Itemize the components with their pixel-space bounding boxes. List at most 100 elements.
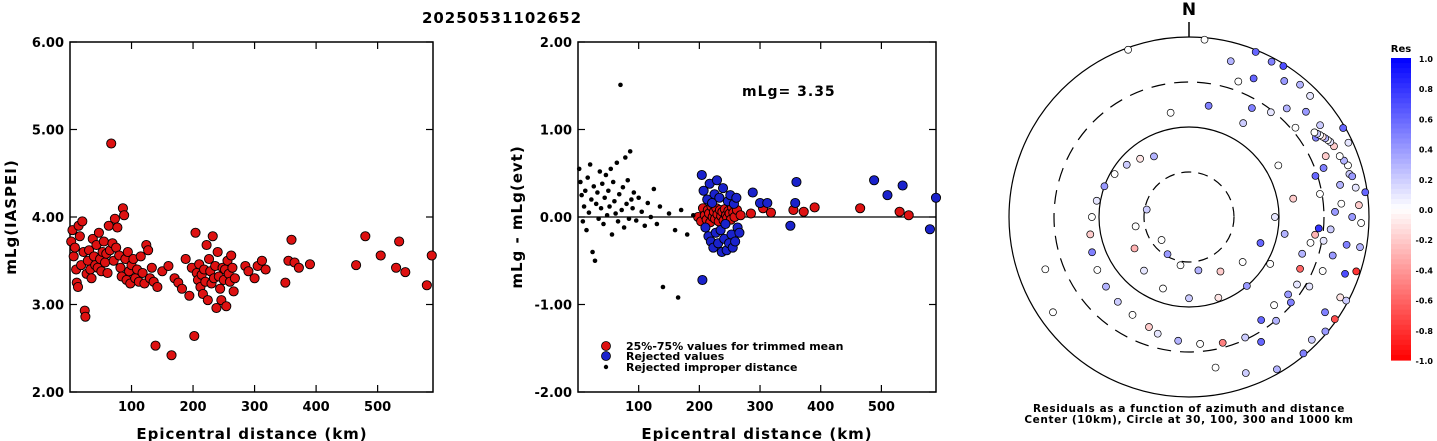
- data-point-improper: [657, 204, 663, 209]
- data-point-trimmed: [351, 260, 362, 271]
- data-point-improper: [675, 295, 681, 300]
- data-point-improper: [626, 216, 632, 222]
- colorbar-cell: [1391, 349, 1411, 356]
- colorbar-cell: [1391, 78, 1411, 84]
- data-point-improper: [615, 219, 621, 224]
- axis-ticks: -2.00 -1.00 0.00 1.00 2.00 100 200 300 400 500: [535, 36, 936, 415]
- station-marker: [1124, 45, 1132, 54]
- colorbar-title: Res: [1391, 44, 1411, 55]
- station-marker: [1306, 238, 1315, 247]
- data-point-trimmed: [855, 203, 866, 214]
- colorbar-cell: [1391, 93, 1411, 99]
- station-marker: [1122, 160, 1131, 169]
- data-point-improper: [596, 216, 601, 222]
- data-point-rejected: [697, 274, 708, 286]
- station-marker: [1088, 248, 1096, 257]
- data-point-rejected: [897, 180, 908, 191]
- data-point-improper: [621, 225, 627, 230]
- data-point-improper: [610, 179, 616, 185]
- colorbar-cell: [1391, 319, 1411, 326]
- colorbar-cell: [1391, 158, 1411, 165]
- station-marker: [1266, 260, 1275, 268]
- data-point-rejected: [930, 192, 942, 203]
- data-point-trimmed: [163, 260, 174, 272]
- y-tick-label: 0.00: [540, 211, 572, 226]
- station-marker: [1249, 74, 1258, 83]
- x-axis-label: Epicentral distance (km): [641, 425, 872, 441]
- station-marker: [1335, 152, 1344, 160]
- colorbar-cell: [1391, 224, 1411, 230]
- colorbar-label: 0.6: [1419, 115, 1434, 124]
- data-point-trimmed: [745, 208, 756, 219]
- station-marker: [1174, 336, 1183, 345]
- station-marker: [1216, 267, 1225, 276]
- station-marker: [1274, 161, 1283, 170]
- y-tick-label: 1.00: [540, 124, 572, 139]
- colorbar-label: -0.8: [1416, 327, 1434, 336]
- colorbar-cell: [1391, 314, 1411, 321]
- station-marker: [1348, 213, 1357, 221]
- colorbar-cell: [1391, 103, 1411, 109]
- colorbar-cell: [1391, 284, 1411, 291]
- data-point-improper: [598, 205, 604, 211]
- station-marker: [1291, 123, 1300, 132]
- data-points: [66, 138, 437, 361]
- station-marker: [1041, 265, 1050, 274]
- legend-marker-trimmed: [601, 341, 611, 351]
- data-point-improper: [599, 181, 605, 187]
- y-axis-label: mLg - mLg(evt): [508, 145, 526, 288]
- data-point-improper: [591, 184, 597, 189]
- station-marker: [1257, 316, 1266, 324]
- station-marker: [1302, 107, 1310, 116]
- station-marker: [1282, 104, 1291, 113]
- colorbar-label: 0.4: [1419, 146, 1434, 155]
- colorbar-cell: [1391, 123, 1411, 130]
- colorbar-cell: [1391, 259, 1411, 265]
- figure-title: 20250531102652: [422, 9, 582, 27]
- colorbar-cell: [1391, 344, 1411, 351]
- station-marker: [1339, 124, 1348, 132]
- data-point-improper: [590, 249, 595, 255]
- data-point-improper: [585, 175, 591, 180]
- data-point-trimmed: [115, 262, 126, 273]
- station-marker: [1238, 258, 1247, 266]
- data-point-trimmed: [286, 234, 297, 245]
- colorbar-cell: [1391, 68, 1411, 74]
- legend-marker-improper: [603, 364, 609, 370]
- station-marker: [1331, 208, 1339, 216]
- station-marker: [1328, 251, 1337, 260]
- station-marker: [1142, 205, 1151, 214]
- data-point-improper: [684, 232, 690, 237]
- y-tick-label: 6.00: [32, 36, 64, 51]
- data-point-trimmed: [360, 231, 371, 242]
- station-marker: [1326, 225, 1335, 234]
- data-point-improper: [648, 214, 654, 220]
- station-marker: [1130, 244, 1139, 253]
- data-point-improper: [601, 221, 606, 227]
- data-point-rejected: [882, 190, 893, 201]
- legend-label-trimmed: 25%-75% values for trimmed mean: [626, 340, 843, 353]
- station-marker: [1284, 290, 1292, 299]
- data-point-rejected: [785, 220, 796, 231]
- data-point-rejected: [696, 169, 707, 181]
- data-point-improper: [595, 190, 600, 195]
- station-marker: [1318, 267, 1327, 275]
- data-point-improper: [612, 198, 617, 204]
- y-tick-label: 3.00: [32, 299, 64, 314]
- colorbar-label: -1.0: [1416, 357, 1434, 366]
- data-point-trimmed: [229, 273, 240, 284]
- station-marker: [1293, 280, 1301, 289]
- data-point-rejected: [700, 222, 711, 233]
- station-marker: [1194, 266, 1203, 275]
- data-point-trimmed: [69, 242, 80, 253]
- data-point-improper: [618, 82, 623, 88]
- legend: 25%-75% values for trimmed mean Rejected…: [601, 340, 843, 374]
- station-marker: [1342, 240, 1351, 249]
- station-markers: [1041, 35, 1370, 377]
- data-point-rejected: [698, 185, 709, 196]
- colorbar-cells: [1391, 58, 1411, 361]
- data-point-improper: [678, 207, 684, 213]
- station-marker: [1311, 230, 1319, 239]
- station-marker: [1176, 261, 1185, 270]
